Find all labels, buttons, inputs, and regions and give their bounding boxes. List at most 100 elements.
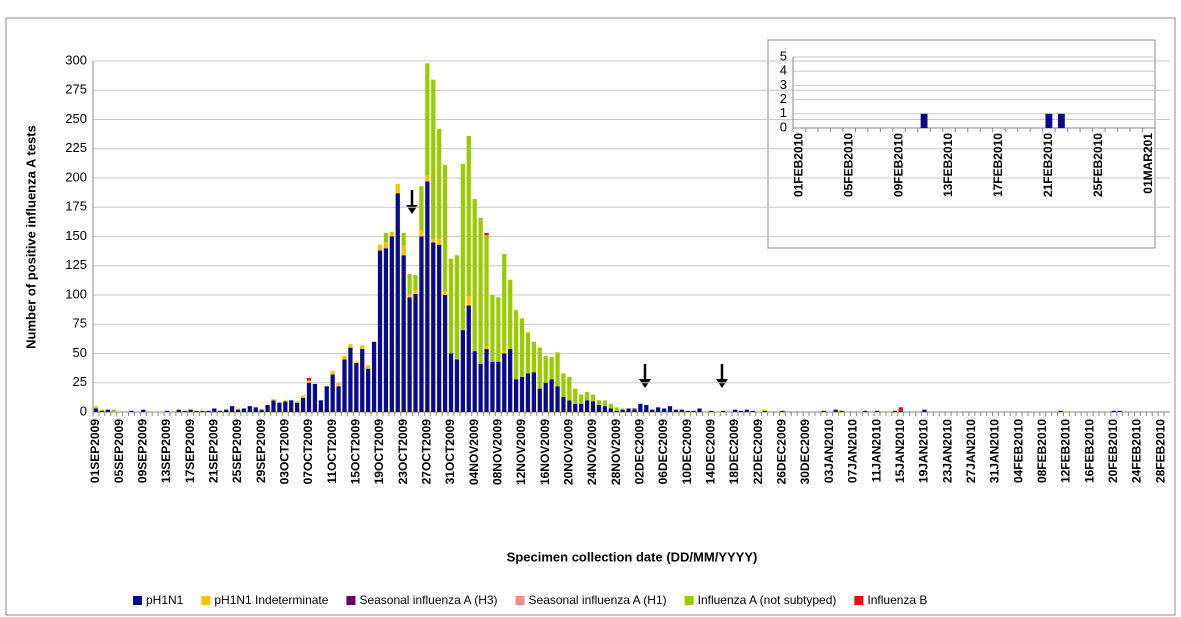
bar-segment xyxy=(306,379,312,381)
x-tick-label: 01FEB2010 xyxy=(791,133,805,197)
bar-segment xyxy=(442,291,448,295)
bar-segment xyxy=(762,410,767,412)
y-axis-title: Number of positive influenza A tests xyxy=(23,125,38,349)
bar-segment xyxy=(638,403,643,412)
bar-segment xyxy=(111,409,116,412)
bar-segment xyxy=(626,408,631,412)
bar-segment xyxy=(484,346,489,349)
legend-swatch xyxy=(201,596,211,605)
bar xyxy=(920,113,928,128)
bar-segment xyxy=(490,295,495,362)
legend-label: Seasonal influenza A (H3) xyxy=(359,593,497,607)
y-tick-label: 175 xyxy=(65,199,87,214)
bar xyxy=(1057,113,1065,128)
bar-segment xyxy=(697,408,702,412)
x-tick-label: 01SEP2009 xyxy=(88,419,102,483)
bar-segment xyxy=(419,230,424,237)
x-tick-label: 07OCT2009 xyxy=(301,419,315,485)
bar-segment xyxy=(549,379,554,412)
bar-segment xyxy=(318,400,323,412)
bar-segment xyxy=(513,310,519,380)
x-tick-label: 20FEB2010 xyxy=(1106,419,1120,483)
legend-swatch xyxy=(133,596,142,605)
bar-segment xyxy=(348,347,353,412)
bar-segment xyxy=(419,186,424,231)
bar-segment xyxy=(567,400,572,412)
bar-segment xyxy=(531,341,536,373)
bar-segment xyxy=(330,371,335,375)
bar-segment xyxy=(738,410,744,412)
bar-segment xyxy=(253,407,258,412)
x-tick-label: 13SEP2009 xyxy=(159,419,173,483)
bar-segment xyxy=(141,409,146,412)
y-tick-label: 3 xyxy=(780,77,787,92)
bar-segment xyxy=(632,409,637,412)
bar-segment xyxy=(425,175,430,182)
bar-segment xyxy=(472,199,477,352)
x-tick-label: 29SEP2009 xyxy=(254,419,268,483)
x-tick-label: 30DEC2009 xyxy=(798,419,812,485)
x-tick-label: 14DEC2009 xyxy=(704,419,718,485)
bar-segment xyxy=(519,376,525,412)
legend-swatch xyxy=(684,596,694,605)
bar-segment xyxy=(229,406,235,412)
y-tick-label: 75 xyxy=(73,316,87,331)
bar-segment xyxy=(602,406,608,412)
bar-segment xyxy=(667,406,673,412)
bar-segment xyxy=(300,397,306,412)
bar-segment xyxy=(691,410,696,412)
bar-segment xyxy=(383,232,389,243)
y-tick-label: 2 xyxy=(780,91,787,106)
x-tick-label: 31JAN2010 xyxy=(988,419,1002,483)
bar-segment xyxy=(306,378,312,380)
bar-segment xyxy=(620,408,625,410)
bar-segment xyxy=(407,297,412,412)
x-tick-label: 10DEC2009 xyxy=(680,419,694,485)
bar-segment xyxy=(283,400,288,402)
bar-segment xyxy=(750,410,755,412)
bar-segment xyxy=(277,402,282,412)
bar-segment xyxy=(567,376,572,401)
bar-segment xyxy=(206,410,211,412)
bar-segment xyxy=(283,401,288,412)
bar-segment xyxy=(265,404,270,412)
bar-segment xyxy=(442,165,448,292)
x-tick-label: 07JAN2010 xyxy=(846,419,860,483)
x-tick-label: 09SEP2009 xyxy=(135,419,149,483)
y-tick-label: 50 xyxy=(73,345,87,360)
x-tick-label: 12FEB2010 xyxy=(1059,419,1073,483)
bar-segment xyxy=(484,235,489,347)
bar-segment xyxy=(360,345,365,349)
bar-segment xyxy=(129,410,134,412)
bar-segment xyxy=(224,409,229,412)
bar-segment xyxy=(502,349,507,354)
x-tick-label: 09FEB2010 xyxy=(891,133,905,197)
bar-segment xyxy=(300,395,306,398)
bar-segment xyxy=(614,407,619,411)
bar-segment xyxy=(608,403,613,409)
bar-segment xyxy=(371,341,377,412)
bar-segment xyxy=(336,386,341,412)
legend-label: Influenza A (not subtyped) xyxy=(698,593,837,607)
x-tick-label: 13FEB2010 xyxy=(941,133,955,197)
bar-segment xyxy=(259,409,264,412)
bar-segment xyxy=(579,403,584,412)
legend-label: Seasonal influenza A (H1) xyxy=(529,593,667,607)
x-tick-label: 16FEB2010 xyxy=(1082,419,1096,483)
x-tick-label: 25SEP2009 xyxy=(230,419,244,483)
bar-segment xyxy=(596,404,602,412)
x-tick-label: 17FEB2010 xyxy=(991,133,1005,197)
legend-label: Influenza B xyxy=(867,593,927,607)
y-tick-label: 1 xyxy=(780,105,787,120)
bar-segment xyxy=(413,293,418,412)
bar-segment xyxy=(218,410,223,412)
x-tick-label: 27JAN2010 xyxy=(964,419,978,483)
y-tick-label: 150 xyxy=(65,228,87,243)
y-tick-label: 0 xyxy=(80,403,87,418)
bar-segment xyxy=(99,409,105,411)
y-tick-label: 5 xyxy=(780,48,787,63)
bar-segment xyxy=(342,355,347,360)
bar-segment xyxy=(561,373,566,397)
bar-segment xyxy=(247,406,252,412)
